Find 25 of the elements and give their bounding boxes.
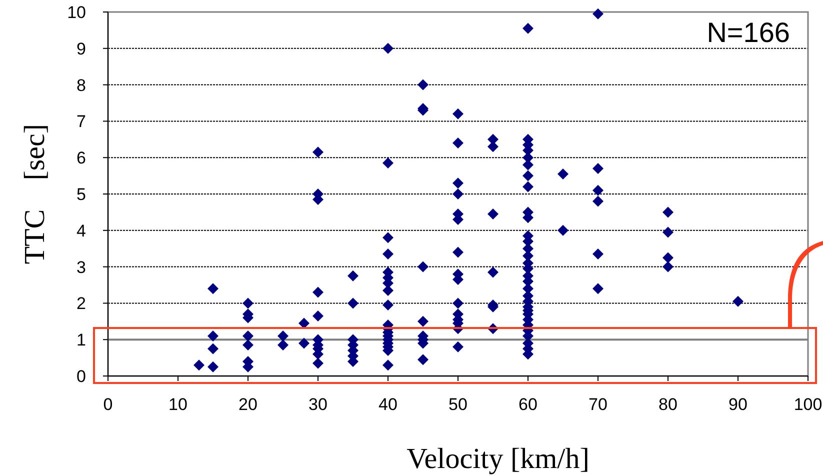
y-tick-label: 10 <box>67 2 86 22</box>
y-tick-label: 3 <box>76 258 86 277</box>
y-tick-label: 7 <box>76 112 86 132</box>
y-tick-label: 4 <box>76 221 86 240</box>
x-tick-label: 70 <box>588 395 608 414</box>
x-tick-label: 80 <box>658 395 678 414</box>
y-tick-label: 0 <box>76 366 86 386</box>
y-tick-label: 1 <box>76 330 86 350</box>
x-tick-label: 10 <box>168 395 188 414</box>
y-axis-title: TTC [sec] <box>19 124 51 264</box>
y-tick-label: 8 <box>76 76 86 95</box>
x-tick-label: 0 <box>103 395 113 414</box>
x-tick-label: 60 <box>518 395 538 414</box>
annotation: N=166 <box>706 17 790 48</box>
x-tick-label: 50 <box>448 395 468 414</box>
x-tick-label: 90 <box>728 395 748 414</box>
y-tick-label: 9 <box>76 39 86 58</box>
x-tick-label: 30 <box>308 395 328 414</box>
x-axis-title: Velocity [km/h] <box>406 443 590 475</box>
x-tick-label: 20 <box>238 395 258 414</box>
y-tick-label: 6 <box>76 148 86 168</box>
x-tick-label: 40 <box>378 395 398 414</box>
y-tick-label: 2 <box>76 294 86 314</box>
y-tick-label: 5 <box>76 184 86 204</box>
x-tick-label: 100 <box>794 395 822 414</box>
